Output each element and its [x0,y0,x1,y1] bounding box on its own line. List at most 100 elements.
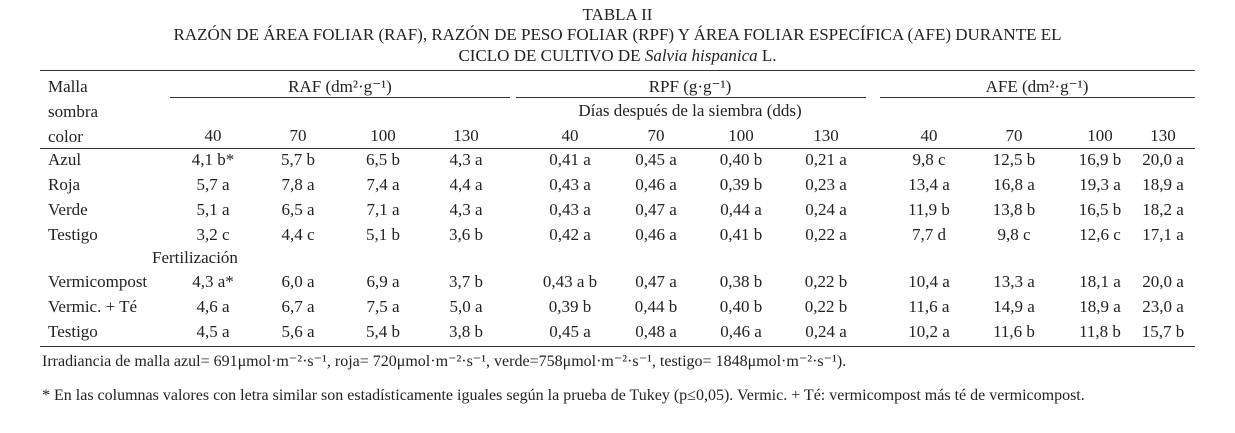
cell: 0,41 b [719,225,763,244]
cell: 0,44 b [634,297,678,316]
cell: 13,4 a [908,175,950,194]
cell: 0,43 a [549,200,591,219]
group-header: RAF (dm²·g⁻¹) [288,77,392,96]
cell: 6,5 b [366,150,400,169]
cell: 4,1 b* [191,150,235,169]
cell: 0,46 a [720,322,762,341]
cell: 0,47 a [635,200,677,219]
group-header: AFE (dm²·g⁻¹) [985,77,1089,96]
cell: 18,1 a [1079,272,1121,291]
cell: 5,0 a [449,297,483,316]
stub-header: Malla [48,77,88,96]
footnote: Irradiancia de malla azul= 691μmol·m⁻²·s… [42,353,847,370]
column-header: 70 [1005,126,1023,145]
cell: 7,7 d [912,225,946,244]
cell: 5,4 b [366,322,400,341]
cell: 4,3 a [449,200,483,219]
cell: 11,6 a [908,297,950,316]
cell: 11,8 b [1079,322,1121,341]
cell: 0,46 a [635,175,677,194]
cell: 17,1 a [1142,225,1184,244]
cell: 0,22 b [804,272,848,291]
cell: 10,2 a [908,322,950,341]
cell: 4,3 a [449,150,483,169]
cell: 0,45 a [635,150,677,169]
cell: 7,5 a [366,297,400,316]
table-subtitle: RAZÓN DE ÁREA FOLIAR (RAF), RAZÓN DE PES… [173,25,1062,44]
column-header: 70 [289,126,307,145]
cell: 7,4 a [366,175,400,194]
row-label: Roja [48,175,81,194]
cell: 16,9 b [1078,150,1122,169]
cell: 0,24 a [805,200,847,219]
cell: 11,6 b [993,322,1035,341]
rule [880,97,1195,98]
cell: 11,9 b [908,200,950,219]
cell: 6,7 a [281,297,315,316]
row-label: Vermicompost [48,272,148,291]
column-header: 40 [204,126,222,145]
cell: 0,24 a [805,322,847,341]
cell: 0,38 b [719,272,763,291]
row-label: Testigo [48,225,98,244]
cell: 5,6 a [281,322,315,341]
cell: 6,9 a [366,272,400,291]
stub-header: sombra [48,102,99,121]
cell: 3,7 b [449,272,483,291]
cell: 0,22 b [804,297,848,316]
cell: 18,2 a [1142,200,1184,219]
column-header: 100 [1087,126,1113,145]
rule [40,70,1195,71]
cell: 4,5 a [196,322,230,341]
subtitle-text: CICLO DE CULTIVO DE [458,46,641,65]
cell: 20,0 a [1142,150,1184,169]
stub-header: color [48,127,83,146]
cell: 9,8 c [997,225,1031,244]
cell: 19,3 a [1079,175,1121,194]
cell: 4,4 c [281,225,315,244]
cell: 15,7 b [1141,322,1185,341]
cell: 12,6 c [1079,225,1121,244]
cell: 13,8 b [992,200,1036,219]
table-subtitle: CICLO DE CULTIVO DE Salvia hispanica L. [0,46,1235,66]
cell: 7,8 a [281,175,315,194]
cell: 3,2 c [196,225,230,244]
cell: 16,5 b [1078,200,1122,219]
cell: 16,8 a [993,175,1035,194]
species: Salvia hispanica [644,46,758,65]
column-header: 130 [1150,126,1176,145]
cell: 0,46 a [635,225,677,244]
cell: 0,40 b [719,297,763,316]
cell: 9,8 c [912,150,946,169]
cell: 3,8 b [449,322,483,341]
row-label: Azul [48,150,82,169]
column-header: 130 [453,126,479,145]
cell: 0,47 a [635,272,677,291]
cell: 4,3 a* [192,272,234,291]
rule [40,346,1195,347]
cell: 20,0 a [1142,272,1184,291]
cell: 0,39 b [548,297,592,316]
cell: 0,44 a [720,200,762,219]
cell: 0,43 a b [542,272,598,291]
column-header: 70 [647,126,665,145]
column-header: 40 [920,126,938,145]
section-label: Fertilización [152,248,238,267]
subtitle-text: L. [761,46,777,65]
cell: 6,0 a [281,272,315,291]
group-header: RPF (g·g⁻¹) [648,77,732,96]
cell: 7,1 a [366,200,400,219]
cell: 0,40 b [719,150,763,169]
table-title: TABLA II [582,5,653,24]
cell: 0,42 a [549,225,591,244]
cell: 0,21 a [805,150,847,169]
cell: 0,23 a [805,175,847,194]
column-header: 100 [370,126,396,145]
cell: 4,6 a [196,297,230,316]
cell: 0,45 a [549,322,591,341]
cell: 3,6 b [449,225,483,244]
column-header: 100 [728,126,754,145]
cell: 4,4 a [449,175,483,194]
cell: 13,3 a [993,272,1035,291]
